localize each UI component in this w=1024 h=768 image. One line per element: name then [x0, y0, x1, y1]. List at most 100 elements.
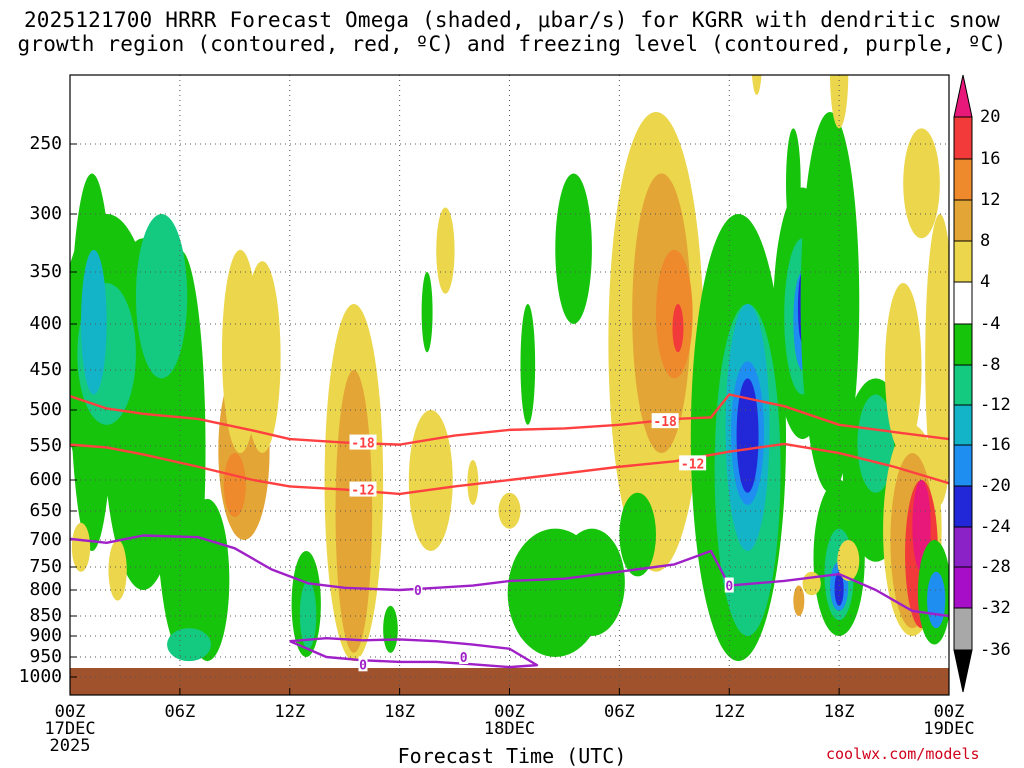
contour-label: -12 — [681, 457, 704, 472]
contour-label-bg — [459, 649, 469, 664]
omega-cell-4_8 — [243, 261, 281, 454]
contour-label: 0 — [359, 658, 367, 673]
y-tick-label: 300 — [29, 203, 62, 224]
omega-cell-m24_m20 — [834, 571, 844, 606]
contour-label-bg — [413, 582, 423, 597]
y-tick-label: 800 — [29, 579, 62, 600]
omega-cell-m8_m4 — [185, 498, 230, 662]
x-tick-label: 2025 — [49, 736, 91, 756]
contour-label-bg — [679, 455, 707, 471]
omega-cell-m8_m4 — [786, 128, 801, 239]
x-tick-label: 12Z — [713, 702, 745, 722]
colorbar-swatch-m24_m20 — [953, 485, 973, 528]
omega-cell-4_8 — [903, 128, 940, 239]
omega-cell-4_8 — [829, 75, 849, 129]
colorbar-swatch-m12_m8 — [953, 364, 973, 406]
temperature-contours: -18 -12 -18 -12 0 0 0 0 — [70, 393, 949, 673]
omega-cell-m8_m4 — [421, 272, 433, 353]
contour-label: -12 — [351, 484, 374, 499]
colorbar-label: 4 — [980, 272, 991, 292]
colorbar-swatch-m36_m32 — [953, 607, 973, 651]
omega-cell-m20_m16 — [927, 571, 946, 629]
x-tick-label: 00Z — [933, 702, 965, 722]
contour-label: -18 — [653, 415, 677, 430]
colorbar-label: 20 — [980, 107, 1001, 127]
omega-cell-4_8 — [408, 410, 453, 552]
y-tick-label: 850 — [29, 605, 62, 626]
colorbar-label: -8 — [980, 355, 1001, 375]
y-tick-label: 650 — [29, 500, 62, 521]
omega-cell-4_8 — [884, 282, 922, 454]
colorbar-label: 8 — [980, 231, 991, 251]
colorbar-label: -4 — [980, 314, 1001, 334]
omega-cell-m8_m4 — [383, 605, 398, 653]
colorbar-swatch-m32_m28 — [953, 566, 973, 609]
x-tick-label: 00Z — [54, 702, 86, 722]
contour-label: 0 — [460, 651, 468, 666]
y-tick-label: 700 — [29, 529, 62, 550]
omega-cell-m8_m4 — [619, 492, 656, 577]
omega-cell-4_8 — [751, 75, 762, 95]
colorbar-label: 12 — [980, 190, 1001, 210]
contour-0-c-freezing-level — [70, 534, 949, 618]
omega-cell-8_12 — [335, 370, 373, 653]
omega-cell-4_8 — [802, 571, 821, 596]
contour--12-c-isotherm — [70, 442, 949, 496]
omega-cell-m12_m8 — [167, 628, 212, 662]
omega-cell-m16_m12 — [80, 249, 107, 395]
contour-label-bg — [349, 481, 377, 497]
colorbar-label: -12 — [980, 395, 1011, 415]
x-tick-label: 19DEC — [923, 719, 975, 739]
colorbar-swatch-12_16 — [953, 158, 973, 201]
y-tick-label: 350 — [29, 261, 62, 282]
y-tick-label: 950 — [29, 646, 62, 667]
omega-cell-4_8 — [108, 540, 127, 601]
contour-label-bg — [358, 656, 368, 672]
contour-label-bg — [651, 413, 679, 429]
x-tick-label: 18Z — [823, 702, 855, 722]
y-tick-label: 1000 — [18, 666, 62, 687]
x-axis-title: Forecast Time (UTC) — [397, 744, 627, 768]
y-tick-label: 750 — [29, 556, 62, 577]
colorbar-swatch-m4_4 — [953, 281, 973, 325]
contour-label: 0 — [725, 580, 733, 595]
colorbar-label: -24 — [980, 517, 1011, 537]
colorbar-swatch-16_20 — [953, 116, 973, 160]
colorbar-swatch-m8_m4 — [953, 323, 973, 366]
colorbar-label: 16 — [980, 149, 1001, 169]
y-tick-label: 600 — [29, 469, 62, 490]
omega-cell-4_8 — [925, 214, 949, 505]
y-tick-label: 250 — [29, 133, 62, 154]
omega-cell-m12_m8 — [857, 394, 895, 493]
colorbar-swatch-m16_m12 — [953, 404, 973, 446]
omega-cell-m12_m8 — [299, 580, 317, 649]
contour--18-c-isotherm — [70, 393, 949, 446]
colorbar-label: -28 — [980, 557, 1011, 577]
x-tick-label: 17DEC — [44, 719, 96, 739]
colorbar-label: -16 — [980, 435, 1011, 455]
contour-label-bg — [724, 577, 734, 593]
colorbar-label: -20 — [980, 476, 1011, 496]
contour-label-bg — [349, 434, 377, 450]
colorbar-swatch-m20_m16 — [953, 444, 973, 487]
y-tick-label: 450 — [29, 359, 62, 380]
colorbar-swatch-m28_m24 — [953, 526, 973, 568]
y-tick-label: 900 — [29, 625, 62, 646]
x-tick-label: 12Z — [274, 702, 306, 722]
colorbar-swatch-8_12 — [953, 199, 973, 242]
x-tick-label: 06Z — [604, 702, 635, 722]
colorbar-swatch-above_20 — [953, 74, 973, 118]
omega-cell-12_16 — [223, 453, 246, 517]
y-tick-label: 500 — [29, 399, 62, 420]
contour-0-c-low-level-loop — [289, 636, 539, 669]
omega-cell-4_8 — [436, 207, 455, 294]
contour-label: 0 — [414, 584, 422, 599]
omega-cell-4_8 — [467, 459, 479, 505]
omega-cell-m8_m4 — [800, 111, 860, 493]
omega-cell-m8_m4 — [555, 173, 592, 324]
omega-cell-m24_m20 — [736, 378, 759, 493]
omega-cell-8_12 — [793, 585, 805, 616]
x-tick-label: 06Z — [164, 702, 196, 722]
colorbar-label: -32 — [980, 598, 1011, 618]
x-tick-label: 18Z — [384, 702, 415, 722]
